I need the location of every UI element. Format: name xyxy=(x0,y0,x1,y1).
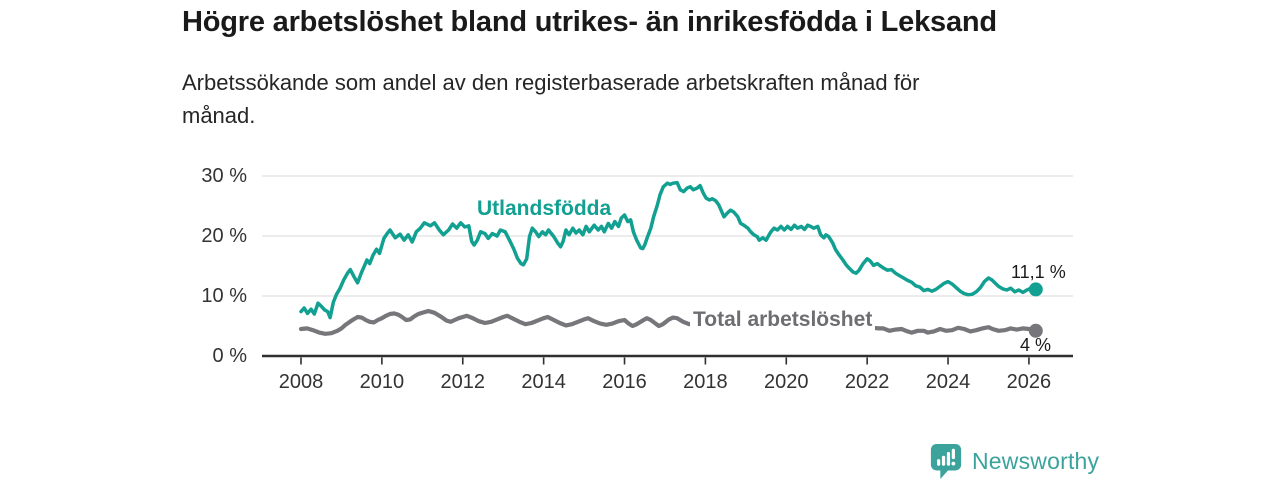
y-tick-label: 30 % xyxy=(201,165,247,187)
series-line-0 xyxy=(299,180,1038,320)
series-end-dot-0 xyxy=(1028,282,1043,297)
chart-subtitle: Arbetssökande som andel av den registerb… xyxy=(182,66,919,132)
x-tick-label: 2012 xyxy=(440,371,486,393)
subtitle-line-2: månad. xyxy=(182,103,256,128)
x-tick-label: 2024 xyxy=(925,371,971,393)
y-tick-label: 10 % xyxy=(201,285,247,307)
end-value-label-utlandsfodda: 11,1 % xyxy=(1011,262,1066,282)
x-tick-label: 2014 xyxy=(521,371,566,393)
series-end-dot-1 xyxy=(1028,323,1043,338)
end-value-label-total: 4 % xyxy=(1020,335,1052,355)
series-label-utlandsfodda: Utlandsfödda xyxy=(477,197,612,220)
newsworthy-wordmark: Newsworthy xyxy=(972,447,1100,474)
x-tick-label: 2016 xyxy=(602,371,647,393)
y-tick-label: 20 % xyxy=(201,225,247,247)
y-tick-label: 0 % xyxy=(212,345,247,367)
x-tick-label: 2008 xyxy=(278,371,324,393)
x-tick-label: 2018 xyxy=(683,371,728,393)
x-tick-label: 2010 xyxy=(359,371,405,393)
newsworthy-logo[interactable]: Newsworthy xyxy=(929,442,1099,480)
x-tick-label: 2026 xyxy=(1006,371,1052,393)
page-title: Högre arbetslöshet bland utrikes- än inr… xyxy=(182,6,997,38)
newsworthy-bubble-chart-icon xyxy=(930,444,962,479)
series-line-1 xyxy=(298,308,1038,336)
series-label-total-arbetsloshet: Total arbetslöshet xyxy=(690,307,876,333)
x-tick-label: 2022 xyxy=(844,371,890,393)
x-tick-label: 2020 xyxy=(764,371,809,393)
subtitle-line-1: Arbetssökande som andel av den registerb… xyxy=(182,70,920,95)
